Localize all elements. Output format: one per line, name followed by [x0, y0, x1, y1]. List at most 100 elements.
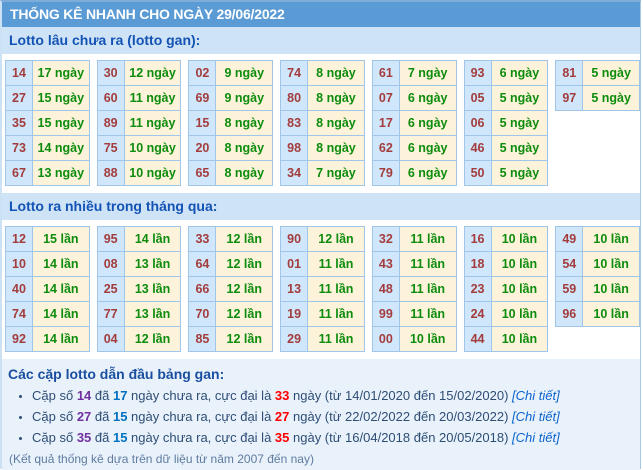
- lotto-number: 18: [463, 251, 492, 277]
- lotto-stat-value: 6 ngày: [398, 85, 457, 111]
- lotto-number: 00: [371, 326, 400, 352]
- lotto-number: 90: [280, 226, 309, 252]
- lotto-stat-value: 12 lần: [215, 326, 274, 352]
- lotto-stat-value: 5 ngày: [490, 85, 549, 111]
- lotto-number: 77: [96, 301, 125, 327]
- lotto-number: 17: [371, 110, 400, 136]
- lotto-number: 24: [463, 301, 492, 327]
- leader-max-count: 35: [274, 430, 290, 445]
- lotto-number: 08: [96, 251, 125, 277]
- lotto-stat-value: 12 lần: [215, 301, 274, 327]
- lotto-stat-value: 11 ngày: [123, 110, 182, 136]
- lotto-stat-value: 5 ngày: [490, 135, 549, 161]
- widget-title-bar: THỐNG KÊ NHANH CHO NGÀY 29/06/2022: [2, 2, 640, 27]
- lotto-number: 75: [96, 135, 125, 161]
- lotto-number: 73: [5, 135, 33, 161]
- lotto-number: 49: [555, 226, 584, 252]
- leader-days-count: 15: [112, 430, 128, 445]
- lotto-number: 32: [371, 226, 400, 252]
- lotto-number: 35: [5, 110, 33, 136]
- lotto-stat-value: 7 ngày: [398, 60, 457, 86]
- gan-mini-table: 74 8 ngày 80 8 ngày 83 8 ngày 98 8 ngày 34 7 ngày: [280, 60, 365, 186]
- lotto-number: 54: [555, 251, 584, 277]
- lotto-stat-value: 11 lần: [307, 326, 365, 352]
- lotto-stat-value: 8 ngày: [307, 110, 365, 136]
- lotto-number: 33: [188, 226, 217, 252]
- lotto-number: 29: [280, 326, 309, 352]
- lotto-number: 62: [371, 135, 400, 161]
- lotto-stat-value: 12 lần: [215, 251, 274, 277]
- lotto-number: 20: [188, 135, 217, 161]
- lotto-number: 66: [188, 276, 217, 302]
- lotto-number: 96: [555, 301, 584, 327]
- chi-tiet-link[interactable]: [Chi tiết]: [512, 388, 560, 403]
- section-freq-heading: Lotto ra nhiều trong tháng qua:: [9, 198, 218, 214]
- lotto-number: 88: [96, 160, 125, 186]
- lotto-stat-value: 14 ngày: [31, 135, 90, 161]
- leader-text: ngày chưa ra, cực đại là: [127, 388, 275, 403]
- leader-prefix: Cặp số: [32, 409, 77, 424]
- chi-tiet-link[interactable]: [Chi tiết]: [512, 409, 560, 424]
- leader-text: đã: [91, 430, 113, 445]
- leader-max-count: 27: [274, 409, 290, 424]
- lotto-stat-value: 15 ngày: [31, 85, 90, 111]
- lotto-number: 97: [555, 85, 584, 111]
- chi-tiet-link[interactable]: [Chi tiết]: [512, 430, 560, 445]
- lotto-number: 34: [280, 160, 309, 186]
- lotto-stat-value: 12 lần: [307, 226, 365, 252]
- leader-date-range: ngày (từ 22/02/2022 đến 20/03/2022): [289, 409, 513, 424]
- leader-text: ngày chưa ra, cực đại là: [127, 430, 275, 445]
- freq-mini-table: 49 10 lần 54 10 lần 59 10 lần 96 10 lần: [555, 226, 641, 327]
- lotto-stat-value: 10 ngày: [123, 160, 182, 186]
- lotto-stat-value: 17 ngày: [31, 60, 90, 86]
- leaders-heading: Các cặp lotto dẫn đầu bảng gan:: [8, 366, 225, 382]
- lotto-number: 02: [188, 60, 217, 86]
- leader-max-count: 33: [274, 388, 290, 403]
- lotto-number: 44: [463, 326, 492, 352]
- lotto-number: 30: [96, 60, 125, 86]
- gan-table-area: 14 17 ngày 27 15 ngày 35 15 ngày 73 14 ngày 67 13…: [2, 54, 641, 193]
- lotto-number: 04: [96, 326, 125, 352]
- lotto-number: 15: [188, 110, 217, 136]
- lotto-stat-value: 8 ngày: [307, 85, 365, 111]
- leader-prefix: Cặp số: [32, 430, 77, 445]
- lotto-stat-value: 12 lần: [123, 326, 182, 352]
- lotto-stat-value: 10 lần: [582, 301, 641, 327]
- freq-mini-table: 95 14 lần 08 13 lần 25 13 lần 77 13 lần 04 12 lần: [96, 226, 182, 352]
- lotto-number: 89: [96, 110, 125, 136]
- lotto-number: 99: [371, 301, 400, 327]
- leader-days-count: 15: [112, 409, 128, 424]
- leader-item: Cặp số 35 đã 15 ngày chưa ra, cực đại là…: [32, 427, 640, 448]
- lotto-stat-value: 12 lần: [215, 276, 274, 302]
- page-title: THỐNG KÊ NHANH CHO NGÀY 29/06/2022: [10, 6, 285, 22]
- lotto-number: 80: [280, 85, 309, 111]
- freq-mini-table: 16 10 lần 18 10 lần 23 10 lần 24 10 lần 44 10 lần: [463, 226, 549, 352]
- lotto-stat-value: 10 lần: [490, 226, 549, 252]
- lotto-stat-value: 9 ngày: [215, 85, 274, 111]
- lotto-number: 43: [371, 251, 400, 277]
- lotto-stat-value: 13 lần: [123, 301, 182, 327]
- lotto-stat-value: 8 ngày: [215, 110, 274, 136]
- lotto-stat-value: 11 lần: [398, 226, 457, 252]
- leaders-list: Cặp số 14 đã 17 ngày chưa ra, cực đại là…: [8, 385, 640, 448]
- lotto-number: 79: [371, 160, 400, 186]
- lotto-stat-value: 10 lần: [490, 301, 549, 327]
- lotto-stat-value: 14 lần: [31, 326, 90, 352]
- lotto-stat-value: 10 lần: [490, 276, 549, 302]
- lotto-number: 12: [5, 226, 33, 252]
- lotto-stat-value: 12 lần: [215, 226, 274, 252]
- lotto-stat-value: 15 lần: [31, 226, 90, 252]
- lotto-number: 27: [5, 85, 33, 111]
- gan-mini-table: 30 12 ngày 60 11 ngày 89 11 ngày 75 10 ngày 88 10…: [96, 60, 182, 186]
- leader-item: Cặp số 14 đã 17 ngày chưa ra, cực đại là…: [32, 385, 640, 406]
- lotto-number: 69: [188, 85, 217, 111]
- freq-mini-table: 33 12 lần 64 12 lần 66 12 lần 70 12 lần 85 12 lần: [188, 226, 274, 352]
- lotto-number: 48: [371, 276, 400, 302]
- lotto-number: 74: [5, 301, 33, 327]
- lotto-stat-value: 14 lần: [31, 301, 90, 327]
- lotto-number: 13: [280, 276, 309, 302]
- lotto-number: 10: [5, 251, 33, 277]
- freq-mini-table: 12 15 lần 10 14 lần 40 14 lần 74 14 lần 92 14 lần: [5, 226, 90, 352]
- lotto-stat-value: 5 ngày: [490, 160, 549, 186]
